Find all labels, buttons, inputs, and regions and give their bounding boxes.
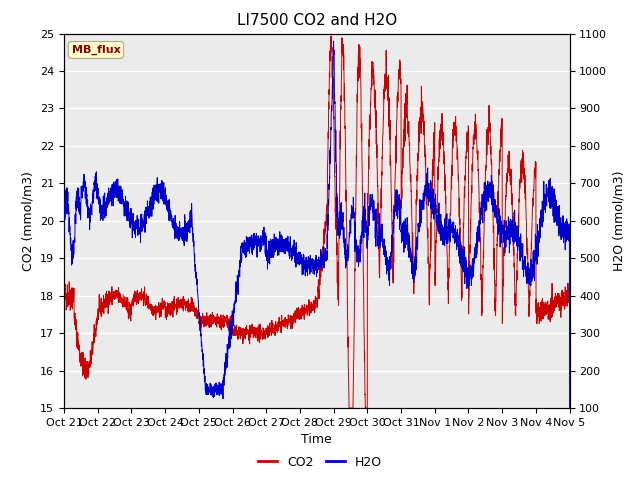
Title: LI7500 CO2 and H2O: LI7500 CO2 and H2O [237, 13, 397, 28]
Y-axis label: CO2 (mmol/m3): CO2 (mmol/m3) [22, 171, 35, 271]
Y-axis label: H2O (mmol/m3): H2O (mmol/m3) [613, 170, 626, 271]
Legend: CO2, H2O: CO2, H2O [253, 451, 387, 474]
X-axis label: Time: Time [301, 433, 332, 446]
Text: MB_flux: MB_flux [72, 45, 120, 55]
